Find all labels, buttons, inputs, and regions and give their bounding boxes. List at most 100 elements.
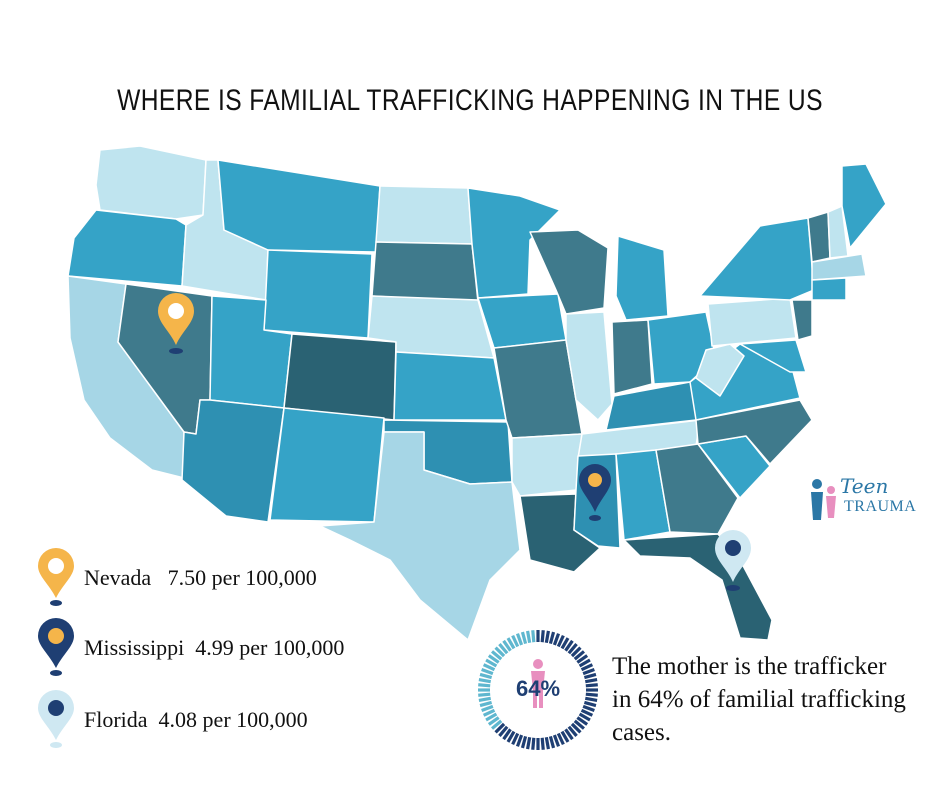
ring-tick [482,663,496,672]
ring-tick [531,630,536,643]
state-maryland [739,339,807,373]
ring-tick [560,637,570,650]
ring-tick [478,692,491,697]
legend-item-mississippi: Mississippi 4.99 per 100,000 [34,618,344,678]
state-south-dakota [371,241,479,303]
ring-tick [556,634,565,648]
ring-tick [548,631,556,645]
percent-label: 64% [516,676,560,701]
ring-tick [567,643,578,655]
ring-tick [498,725,509,737]
ring-tick [544,736,550,750]
person-icon [531,659,545,708]
ring-tick [578,658,591,668]
legend-label: Florida 4.08 per 100,000 [84,707,308,732]
state-iowa [477,293,567,349]
state-oregon [67,209,187,287]
ring-tick [580,708,594,717]
ring-tick [485,712,498,722]
legend-item-nevada: Nevada 7.50 per 100,000 [34,548,317,608]
map-pin-pale-icon [38,690,74,748]
state-minnesota [467,187,561,299]
ring-tick [556,732,565,746]
stat-description: The mother is the trafficker in 64% of f… [612,653,906,746]
state-connecticut [811,277,847,301]
ring-tick [494,646,506,658]
state-north-carolina [695,399,813,465]
state-arkansas [511,433,583,497]
ring-tick [491,650,503,661]
ring-tick [544,630,550,644]
map-pin-pale-icon [715,530,751,591]
ring-tick [478,678,492,684]
state-new-mexico [269,407,385,523]
ring-tick [482,708,496,717]
legend-label: Nevada 7.50 per 100,000 [84,565,317,590]
ring-tick [576,654,589,664]
state-maine [841,163,887,249]
state-illinois [565,311,613,421]
ring-tick [502,728,512,741]
ring-tick [479,672,493,680]
state-massachusetts [811,253,867,281]
state-washington [95,145,207,220]
ring-tick [552,734,561,747]
state-georgia [655,443,739,535]
family-figures-icon [811,479,836,520]
state-new-york [699,217,815,301]
ring-tick [481,667,494,676]
ring-tick [573,719,585,730]
legend-item-florida: Florida 4.08 per 100,000 [34,690,308,750]
ring-tick [567,725,578,737]
state-arizona [181,399,285,523]
ring-tick [487,716,500,726]
ring-tick [585,692,598,697]
ring-tick [583,672,597,680]
map-pin-orange-icon [38,548,74,606]
state-indiana [611,319,653,395]
ring-tick [531,737,536,750]
percent-ring: 64% [478,630,598,750]
ring-tick [584,696,598,702]
ring-tick [520,631,528,645]
state-wyoming [263,249,373,339]
ring-tick [564,639,574,652]
ring-tick [570,722,582,734]
ring-tick [520,735,528,749]
state-wisconsin [529,229,609,315]
ring-tick [478,696,492,702]
ring-tick [548,735,556,749]
ring-tick [485,658,498,668]
state-pennsylvania [707,297,797,347]
ring-tick [584,678,598,684]
ring-tick [526,630,532,644]
state-michigan [615,235,669,321]
ring-tick [540,630,545,643]
ring-tick [479,700,493,708]
ring-tick [564,728,574,741]
ring-tick [540,737,545,750]
ring-tick [515,633,524,646]
map-pin-navy-icon [38,618,74,676]
state-texas [319,431,521,641]
state-north-dakota [375,185,473,245]
ring-tick [570,646,582,658]
ring-tick [487,654,500,664]
ring-tick [502,639,512,652]
ring-tick [506,730,516,743]
ring-tick [560,730,570,743]
ring-tick [582,667,595,676]
legend-label: Mississippi 4.99 per 100,000 [84,635,345,660]
ring-tick [578,712,591,722]
ring-tick [552,633,561,646]
ring-tick [481,704,494,713]
ring-tick [585,683,598,688]
map-pin-orange-icon [158,293,194,354]
logo-text-teen: Teen [840,474,889,498]
logo-text-trauma: TRAUMA [844,498,917,515]
ring-tick [515,734,524,747]
state-montana [217,159,381,253]
teen-trauma-logo: Teen TRAUMA [806,474,924,524]
state-vermont [807,211,831,263]
